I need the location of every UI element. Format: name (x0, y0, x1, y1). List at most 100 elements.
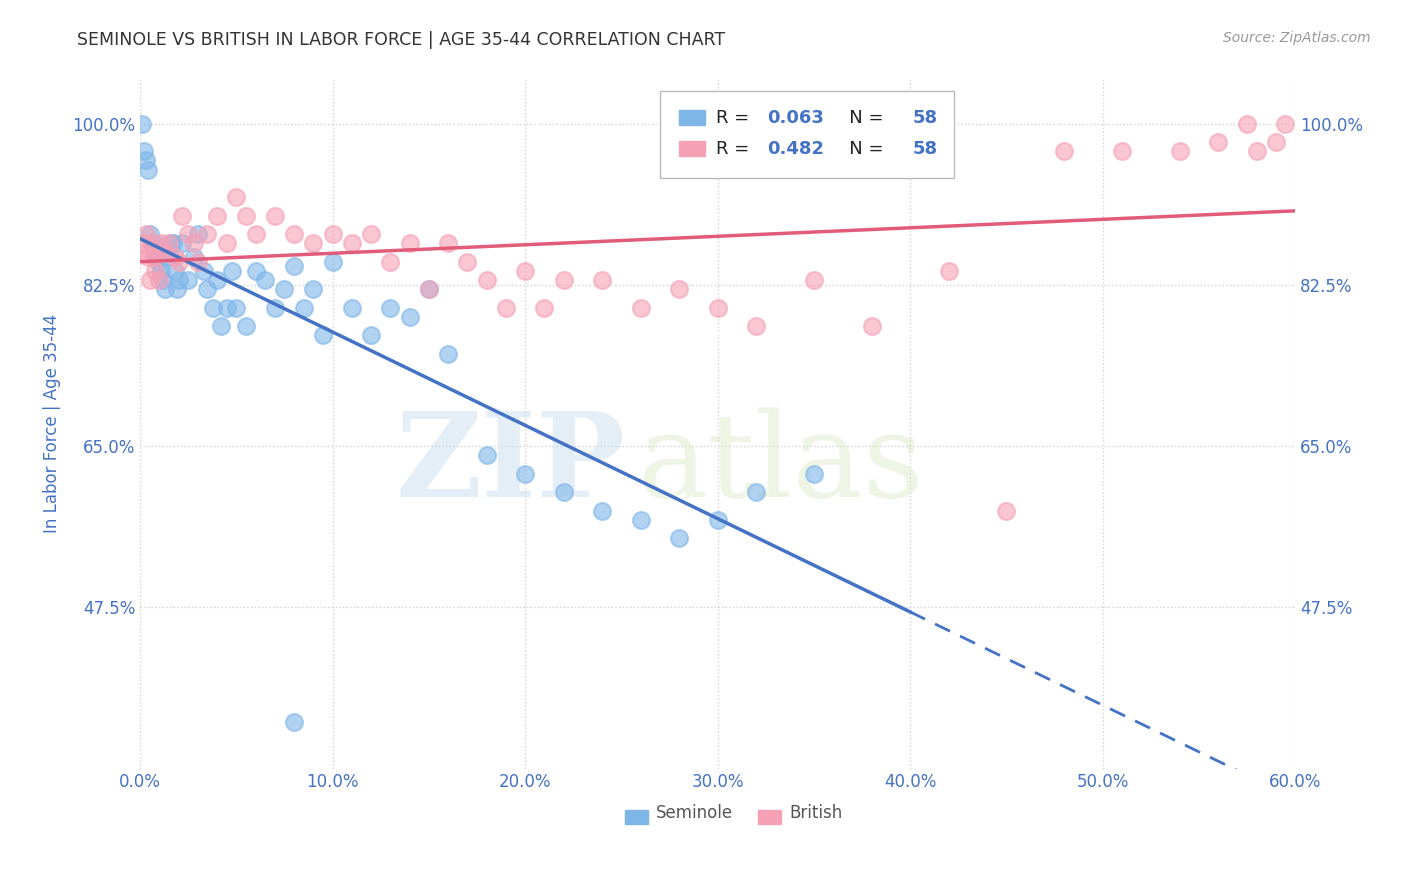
Y-axis label: In Labor Force | Age 35-44: In Labor Force | Age 35-44 (44, 313, 60, 533)
Point (1246, 144, 1268, 158)
Point (245, 264, 267, 278)
Point (135, 153, 157, 168)
Point (283, 227, 305, 241)
Text: 58: 58 (912, 140, 938, 158)
Point (157, 245, 180, 260)
Point (322, 254, 344, 268)
Point (745, 319, 768, 334)
Point (131, 245, 153, 260)
Point (145, 245, 167, 260)
Point (160, 236, 183, 251)
Point (803, 273, 825, 287)
Point (183, 236, 205, 251)
Point (456, 254, 478, 268)
Point (302, 282, 325, 296)
Point (706, 513, 728, 527)
Point (132, 236, 155, 251)
Point (153, 282, 176, 296)
Point (360, 328, 382, 343)
Point (263, 301, 285, 315)
Point (630, 301, 652, 315)
Point (235, 319, 257, 334)
Point (205, 209, 228, 223)
Point (150, 236, 173, 251)
Point (177, 273, 200, 287)
Point (193, 264, 215, 278)
Point (437, 347, 460, 361)
Point (225, 301, 247, 315)
Point (166, 282, 188, 296)
Point (187, 254, 209, 268)
Point (495, 301, 517, 315)
Point (172, 209, 194, 223)
Point (1168, 144, 1191, 158)
Point (322, 227, 344, 241)
Point (215, 301, 238, 315)
Point (148, 254, 170, 268)
Text: SEMINOLE VS BRITISH IN LABOR FORCE | AGE 35-44 CORRELATION CHART: SEMINOLE VS BRITISH IN LABOR FORCE | AGE… (77, 31, 725, 49)
Point (475, 448, 498, 462)
Point (630, 513, 652, 527)
Point (1053, 144, 1076, 158)
Point (162, 236, 184, 251)
Point (668, 531, 690, 545)
Point (142, 250, 165, 264)
Text: 58: 58 (912, 109, 938, 127)
Point (1264, 135, 1286, 149)
Text: 0.063: 0.063 (768, 109, 824, 127)
Text: 0.482: 0.482 (768, 140, 824, 158)
Point (205, 273, 228, 287)
Point (380, 254, 402, 268)
Point (156, 250, 179, 264)
Point (167, 254, 190, 268)
Point (145, 264, 167, 278)
Point (163, 264, 186, 278)
Point (215, 236, 238, 251)
Point (398, 310, 420, 324)
Text: atlas: atlas (637, 407, 924, 522)
Point (221, 264, 243, 278)
Point (292, 301, 315, 315)
Point (1236, 116, 1258, 130)
Point (167, 273, 190, 287)
Point (360, 227, 382, 241)
Point (938, 264, 960, 278)
Point (591, 503, 613, 517)
Point (1111, 144, 1133, 158)
Point (177, 227, 200, 241)
Point (136, 250, 159, 264)
Point (591, 273, 613, 287)
Point (475, 273, 498, 287)
Text: Seminole: Seminole (657, 805, 734, 822)
Point (254, 273, 277, 287)
Point (533, 301, 555, 315)
Point (340, 236, 363, 251)
Point (152, 273, 174, 287)
Point (197, 227, 219, 241)
Point (553, 273, 575, 287)
Point (197, 282, 219, 296)
Point (183, 250, 205, 264)
Point (1206, 135, 1229, 149)
Point (142, 236, 165, 251)
Point (418, 282, 440, 296)
Point (153, 245, 176, 260)
Point (157, 236, 180, 251)
Point (209, 319, 232, 334)
FancyBboxPatch shape (679, 110, 704, 125)
Text: Source: ZipAtlas.com: Source: ZipAtlas.com (1223, 31, 1371, 45)
Point (437, 236, 460, 251)
FancyBboxPatch shape (659, 91, 955, 178)
Text: R =: R = (717, 109, 755, 127)
Point (273, 282, 295, 296)
Point (135, 227, 157, 241)
Point (150, 264, 173, 278)
Point (283, 260, 305, 274)
Text: R =: R = (717, 140, 755, 158)
Point (745, 485, 768, 500)
Point (380, 301, 402, 315)
Point (553, 485, 575, 500)
Point (148, 273, 170, 287)
Point (225, 190, 247, 204)
Text: N =: N = (832, 109, 889, 127)
